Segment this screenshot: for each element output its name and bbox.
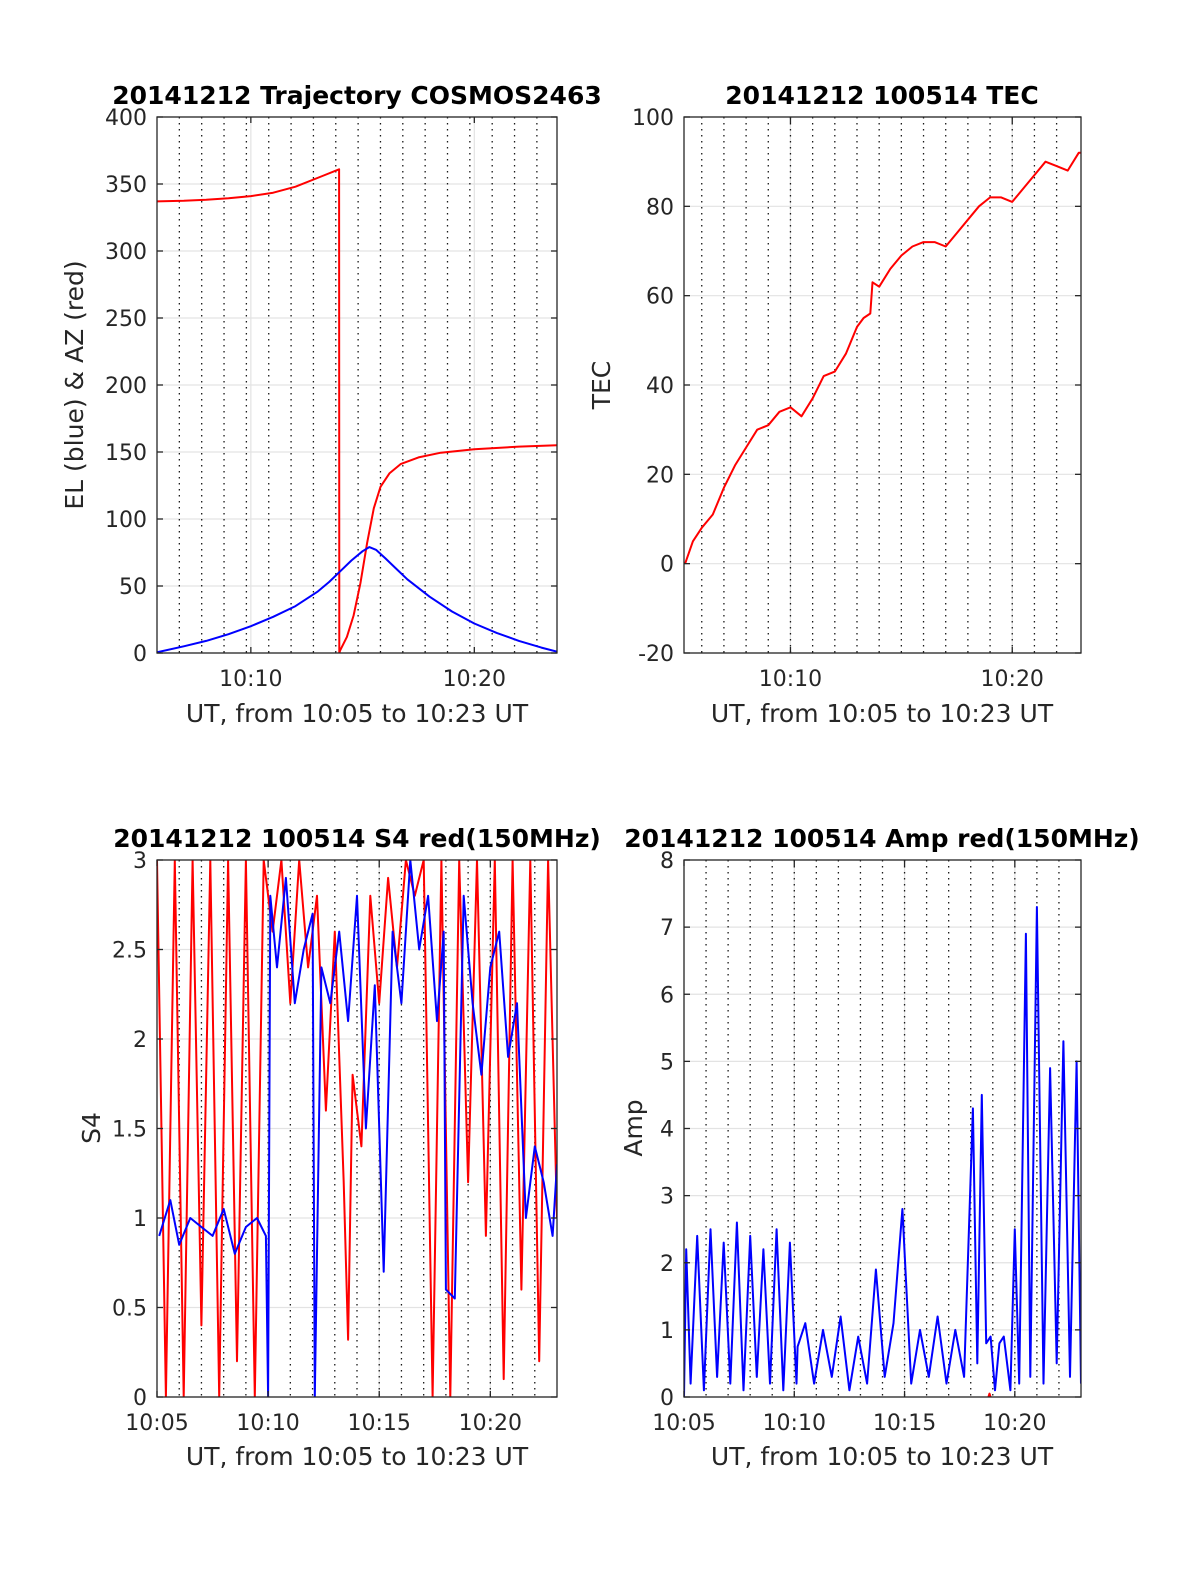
x-tick-label: 10:10: [236, 1411, 299, 1436]
y-tick-label: 2.5: [112, 939, 147, 964]
y-tick-label: 300: [105, 240, 147, 265]
series-group: [684, 906, 1081, 1397]
y-tick-label: 4: [660, 1118, 674, 1143]
series-line-red: [157, 860, 557, 1397]
chart-trajectory: 0 50 100 150 200 250 300 350 400 10:10 10:20 201412…: [60, 81, 602, 728]
chart-title: 20141212 Trajectory COSMOS2463: [112, 81, 602, 110]
y-tick-label: 6: [660, 983, 674, 1008]
x-tick-label: 10:20: [983, 1411, 1046, 1436]
x-tick-label: 10:20: [459, 1411, 522, 1436]
x-axis-label: UT, from 10:05 to 10:23 UT: [711, 699, 1054, 728]
y-tick-label: 2: [133, 1028, 147, 1053]
y-tick-label: 3: [133, 849, 147, 874]
series-line-red: [987, 1392, 992, 1397]
chart-title: 20141212 100514 Amp red(150MHz): [624, 824, 1140, 853]
y-tick-label: 250: [105, 307, 147, 332]
y-tick-label: 20: [646, 463, 674, 488]
y-tick-label: 60: [646, 285, 674, 310]
y-tick-label: 50: [119, 575, 147, 600]
y-tick-label: 40: [646, 374, 674, 399]
y-axis-label: EL (blue) & AZ (red): [60, 260, 89, 509]
x-tick-label: 10:15: [873, 1411, 936, 1436]
chart-tec: -20 0 20 40 60 80 100 10:10 10:20 20141212 100514…: [587, 81, 1082, 728]
x-tick-label: 10:15: [348, 1411, 411, 1436]
y-tick-label: 5: [660, 1050, 674, 1075]
x-axis-label: UT, from 10:05 to 10:23 UT: [186, 1442, 529, 1471]
x-tick-label: 10:05: [125, 1411, 188, 1436]
y-axis-label: Amp: [619, 1099, 648, 1156]
y-tick-label: 0: [660, 1386, 674, 1411]
x-tick-label: 10:10: [759, 667, 822, 692]
series-line-red: [157, 168, 557, 653]
y-tick-label: -20: [638, 642, 674, 667]
series-line-blue: [157, 546, 557, 653]
x-tick-label: 10:20: [981, 667, 1044, 692]
x-axis-label: UT, from 10:05 to 10:23 UT: [186, 699, 529, 728]
x-tick-label: 10:10: [219, 667, 282, 692]
y-axis-label: TEC: [587, 361, 616, 411]
series-group: [157, 168, 557, 653]
x-tick-label: 10:05: [652, 1411, 715, 1436]
y-tick-label: 8: [660, 849, 674, 874]
y-tick-label: 0: [660, 553, 674, 578]
y-tick-label: 0.5: [112, 1297, 147, 1322]
y-tick-label: 400: [105, 106, 147, 131]
y-axis-label: S4: [77, 1112, 106, 1144]
chart-title: 20141212 100514 S4 red(150MHz): [113, 824, 601, 853]
y-tick-label: 80: [646, 195, 674, 220]
chart-s4: 0 0.5 1 1.5 2 2.5 3 10:05 10:10 10:15 10:20 2014121…: [77, 824, 601, 1471]
series-line-blue: [684, 906, 1081, 1397]
series-group: [157, 860, 557, 1397]
x-tick-label: 10:20: [443, 667, 506, 692]
y-tick-label: 2: [660, 1252, 674, 1277]
x-axis-label: UT, from 10:05 to 10:23 UT: [711, 1442, 1054, 1471]
y-tick-label: 1.5: [112, 1118, 147, 1143]
series-line-red: [684, 151, 1081, 565]
series-line-blue: [158, 860, 557, 1397]
y-tick-label: 350: [105, 173, 147, 198]
chart-amp: 0 1 2 3 4 5 6 7 8 10:05 10:10 10:15 10:20 20141212 10…: [619, 824, 1140, 1471]
y-tick-label: 0: [133, 1386, 147, 1411]
x-tick-label: 10:10: [763, 1411, 826, 1436]
y-tick-label: 3: [660, 1185, 674, 1210]
y-tick-label: 0: [133, 642, 147, 667]
y-tick-label: 150: [105, 441, 147, 466]
y-tick-label: 100: [105, 508, 147, 533]
y-tick-label: 7: [660, 916, 674, 941]
y-tick-label: 100: [632, 106, 674, 131]
series-group: [684, 151, 1081, 565]
y-tick-label: 200: [105, 374, 147, 399]
y-tick-label: 1: [660, 1319, 674, 1344]
y-tick-label: 1: [133, 1207, 147, 1232]
chart-title: 20141212 100514 TEC: [725, 81, 1038, 110]
